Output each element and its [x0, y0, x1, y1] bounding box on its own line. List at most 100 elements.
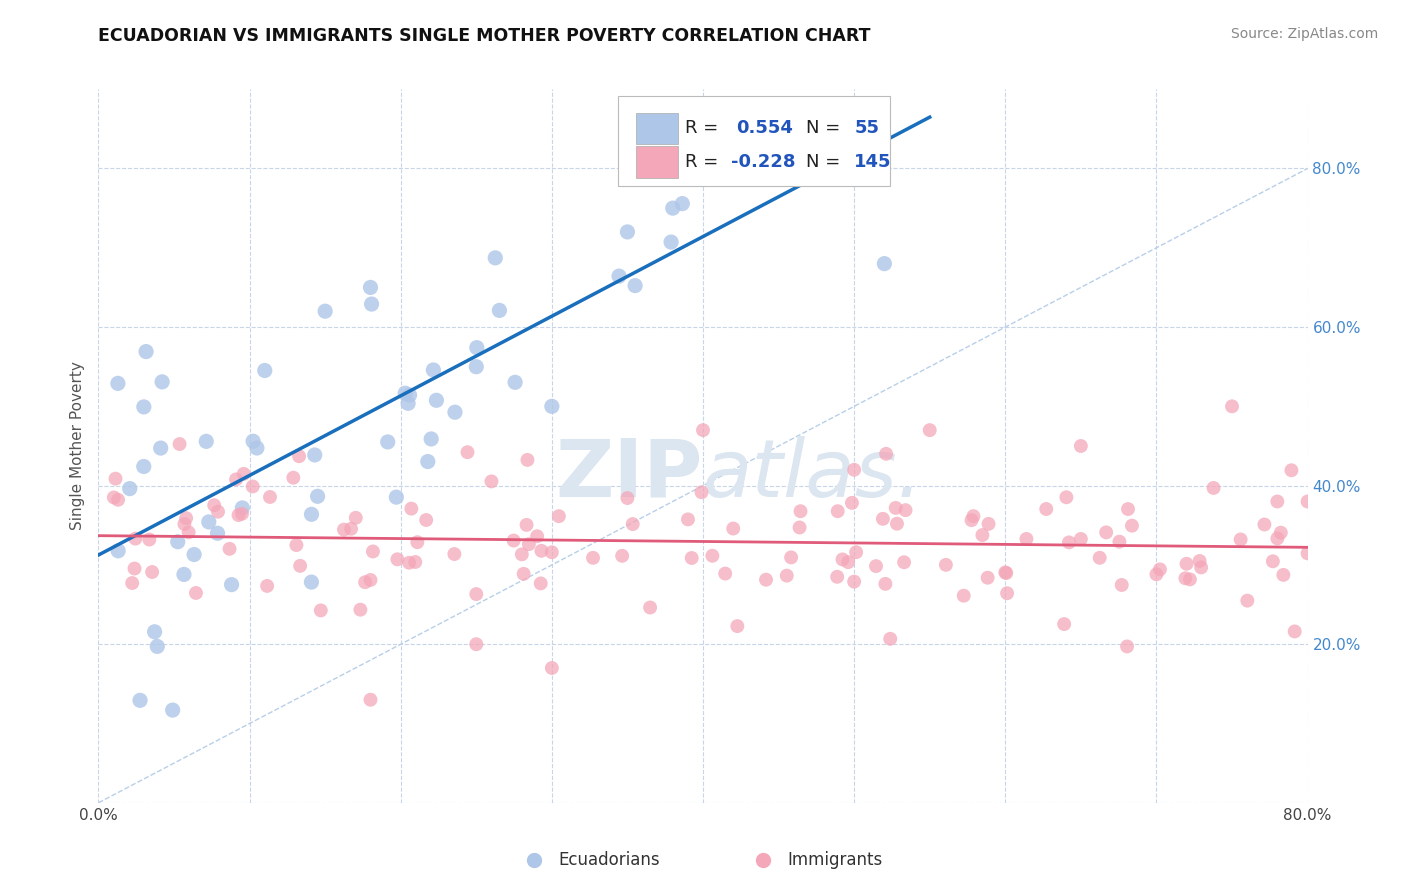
Point	[422, 363, 444, 377]
Text: 0.554: 0.554	[735, 120, 793, 137]
Point	[1015, 532, 1038, 546]
Point	[692, 423, 714, 437]
Point	[221, 577, 243, 591]
Point	[714, 566, 737, 581]
Point	[547, 509, 569, 524]
Point	[1035, 502, 1057, 516]
Point	[540, 545, 562, 559]
Point	[484, 251, 506, 265]
Point	[884, 500, 907, 515]
Point	[723, 522, 745, 536]
Point	[1116, 502, 1139, 516]
Point	[129, 693, 152, 707]
Point	[1175, 557, 1198, 571]
Point	[425, 393, 447, 408]
Point	[1296, 494, 1319, 508]
Point	[510, 547, 533, 561]
Text: N =: N =	[806, 120, 846, 137]
Text: R =: R =	[685, 153, 724, 171]
Point	[1149, 562, 1171, 576]
Point	[512, 566, 534, 581]
Point	[1095, 525, 1118, 540]
Point	[232, 467, 254, 481]
Text: R =: R =	[685, 120, 724, 137]
Point	[1070, 532, 1092, 546]
Point	[935, 558, 957, 572]
Point	[1236, 593, 1258, 607]
Point	[288, 449, 311, 463]
Point	[416, 454, 439, 468]
Point	[299, 575, 322, 590]
Point	[624, 278, 647, 293]
Point	[582, 550, 605, 565]
Point	[1116, 640, 1139, 654]
Point	[972, 528, 994, 542]
Point	[995, 586, 1018, 600]
Point	[174, 511, 197, 525]
Point	[104, 472, 127, 486]
Point	[135, 344, 157, 359]
Point	[873, 257, 896, 271]
Point	[681, 551, 703, 566]
Point	[314, 304, 336, 318]
Point	[242, 434, 264, 449]
Point	[962, 509, 984, 524]
Point	[149, 441, 172, 455]
FancyBboxPatch shape	[619, 96, 890, 186]
Point	[246, 441, 269, 455]
Point	[607, 269, 630, 284]
Text: atlas.: atlas.	[703, 435, 924, 514]
Point	[406, 535, 429, 549]
FancyBboxPatch shape	[637, 146, 678, 178]
Text: -0.228: -0.228	[731, 153, 796, 171]
Point	[960, 513, 983, 527]
Point	[349, 602, 371, 616]
Point	[173, 516, 195, 531]
Point	[169, 437, 191, 451]
Point	[242, 479, 264, 493]
Point	[789, 504, 811, 518]
Point	[184, 586, 207, 600]
Point	[225, 472, 247, 486]
Point	[1111, 578, 1133, 592]
Point	[488, 303, 510, 318]
Point	[1202, 481, 1225, 495]
Point	[385, 490, 408, 504]
Point	[195, 434, 218, 449]
Point	[150, 375, 173, 389]
Point	[202, 498, 225, 512]
Point	[420, 432, 443, 446]
Point	[398, 556, 420, 570]
Point	[526, 529, 548, 543]
Point	[755, 573, 778, 587]
Point	[456, 445, 478, 459]
Point	[256, 579, 278, 593]
Point	[360, 297, 382, 311]
Point	[875, 577, 897, 591]
Point	[516, 517, 538, 532]
Point	[1053, 617, 1076, 632]
Point	[621, 517, 644, 532]
Point	[166, 534, 188, 549]
Point	[333, 523, 356, 537]
Point	[124, 532, 146, 546]
Point	[361, 544, 384, 558]
Point	[444, 405, 467, 419]
Point	[146, 640, 169, 654]
Point	[340, 522, 363, 536]
Point	[107, 543, 129, 558]
Point	[616, 225, 638, 239]
Point	[396, 396, 419, 410]
Point	[107, 492, 129, 507]
Point	[725, 619, 748, 633]
Point	[530, 576, 553, 591]
Point	[662, 201, 685, 215]
Point	[231, 507, 253, 521]
Text: Immigrants: Immigrants	[787, 851, 883, 869]
Point	[394, 386, 416, 401]
Point	[540, 400, 562, 414]
Point	[1296, 546, 1319, 560]
Point	[1261, 554, 1284, 568]
Point	[162, 703, 184, 717]
Point	[309, 603, 332, 617]
